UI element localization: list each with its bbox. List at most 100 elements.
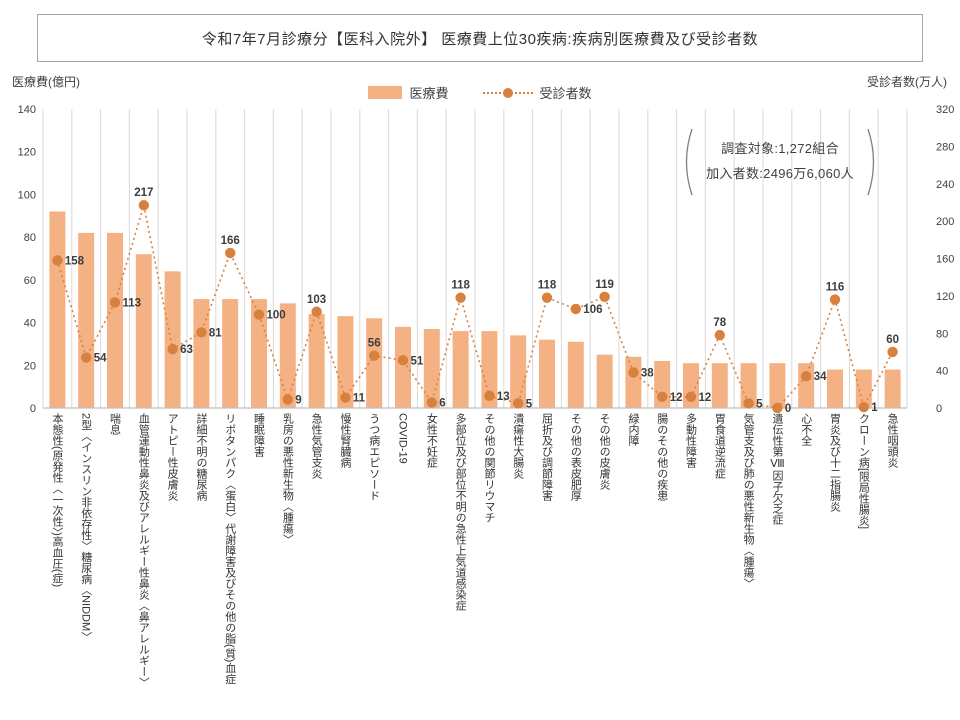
point-label: 106: [583, 304, 602, 316]
point-label: 100: [267, 310, 286, 322]
bar: [539, 339, 555, 408]
category-label: 詳細不明の糖尿病: [194, 413, 207, 501]
line-point: [369, 350, 380, 361]
left-tick-label: 80: [24, 232, 36, 244]
category-label: 喘息: [108, 413, 121, 435]
line-point: [628, 367, 639, 378]
bar: [395, 326, 411, 408]
bar: [884, 369, 901, 408]
bar: [596, 354, 613, 408]
bar: [423, 328, 440, 408]
point-label: 103: [307, 294, 326, 306]
line-point: [340, 392, 351, 403]
left-axis-title: 医療費(億円): [12, 75, 80, 89]
legend-item-patients: 受診者数: [482, 83, 592, 102]
point-label: 81: [209, 327, 222, 339]
category-label: 女性不妊症: [425, 413, 438, 468]
category-label: 多部位及び部位不明の急性上気道感染症: [454, 413, 467, 611]
bar: [827, 369, 843, 408]
category-label: 急性咽頭炎: [886, 413, 899, 468]
legend-line-label: 受診者数: [539, 86, 592, 101]
category-label: 多動性障害: [684, 413, 697, 468]
line-point: [196, 327, 207, 338]
left-tick-label: 0: [30, 403, 36, 415]
line-point: [513, 398, 524, 409]
bar: [452, 331, 469, 408]
category-label: アトピー性皮膚炎: [166, 413, 179, 501]
bar: [49, 211, 66, 408]
line-point: [109, 297, 121, 308]
category-label: 遺伝性第Ⅷ因子欠乏症: [770, 413, 783, 525]
category-label: COVID-19: [396, 413, 409, 464]
legend: 医療費 受診者数: [0, 83, 960, 102]
left-paren-icon: [685, 128, 693, 196]
category-label: 腸のその他の疾患: [655, 413, 668, 501]
category-label: 胃炎及び十二指腸炎: [828, 413, 841, 512]
right-tick-label: 40: [936, 366, 948, 378]
bar: [308, 314, 325, 408]
category-label: 乳房の悪性新生物〈腫瘍〉: [281, 413, 294, 545]
point-label: 63: [180, 344, 193, 356]
line-point: [858, 401, 869, 413]
line-point: [829, 294, 841, 305]
bar: [222, 299, 239, 408]
line-point: [743, 398, 754, 409]
point-label: 119: [595, 279, 614, 291]
right-tick-label: 280: [936, 141, 954, 153]
category-label: 胃食道逆流症: [713, 413, 726, 479]
left-tick-label: 60: [24, 275, 36, 287]
point-label: 166: [221, 235, 240, 247]
bar-swatch-icon: [368, 86, 403, 99]
bar: [193, 299, 210, 408]
bar: [366, 318, 383, 408]
bar: [711, 363, 728, 408]
category-label: 緑内障: [626, 413, 639, 446]
line-point: [426, 397, 437, 408]
point-label: 11: [353, 393, 366, 405]
point-label: 118: [538, 280, 557, 292]
category-label: 気管支及び肺の悪性新生物〈腫瘍〉: [742, 413, 755, 589]
point-label: 5: [756, 398, 763, 410]
line-point: [52, 255, 63, 266]
category-label: その他の表皮肥厚: [569, 413, 582, 501]
category-label: その他の皮膚炎: [598, 413, 611, 490]
category-label: クローン病[限局性腸炎]: [857, 413, 870, 530]
bar: [107, 232, 123, 408]
line-point: [541, 292, 553, 303]
point-label: 6: [439, 397, 445, 409]
line-point: [772, 402, 783, 414]
bar: [625, 356, 642, 408]
point-label: 1: [871, 402, 878, 414]
annotation-line2: 加入者数:2496万6,060人: [706, 166, 854, 181]
point-label: 12: [670, 392, 683, 404]
bar: [481, 331, 498, 408]
bar: [279, 303, 296, 408]
category-label: リポタンパク〈蛋白〉代謝障害及びその他の脂(質)血症: [223, 413, 236, 685]
point-label: 12: [699, 392, 712, 404]
annotation-box: 調査対象:1,272組合 加入者数:2496万6,060人: [679, 126, 881, 198]
line-point: [887, 346, 898, 358]
point-label: 13: [497, 391, 510, 403]
point-label: 54: [94, 353, 107, 365]
chart-title-box: 令和7年7月診療分【医科入院外】 医療費上位30疾病:疾病別医療費及び受診者数: [37, 14, 923, 62]
line-point: [455, 292, 466, 303]
line-point: [225, 247, 236, 259]
bar: [337, 316, 354, 408]
category-label: 慢性腎臓病: [338, 413, 351, 468]
category-label: 心不全: [799, 413, 812, 446]
category-label: 急性気管支炎: [310, 413, 323, 479]
line-point: [311, 306, 322, 317]
left-tick-label: 140: [18, 104, 36, 116]
category-label: 2型〈インスリン非依存性〉糖尿病〈NIDDM〉: [79, 413, 92, 643]
category-label: 本態性(原発性〈一次性〉)高血圧(症): [50, 413, 63, 588]
annotation-text: 調査対象:1,272組合 加入者数:2496万6,060人: [695, 137, 865, 186]
point-label: 5: [526, 398, 533, 410]
right-tick-label: 120: [936, 291, 954, 303]
line-point: [599, 291, 610, 303]
line-point: [282, 394, 293, 405]
left-tick-label: 120: [18, 147, 36, 159]
category-label: 睡眠障害: [252, 413, 265, 457]
